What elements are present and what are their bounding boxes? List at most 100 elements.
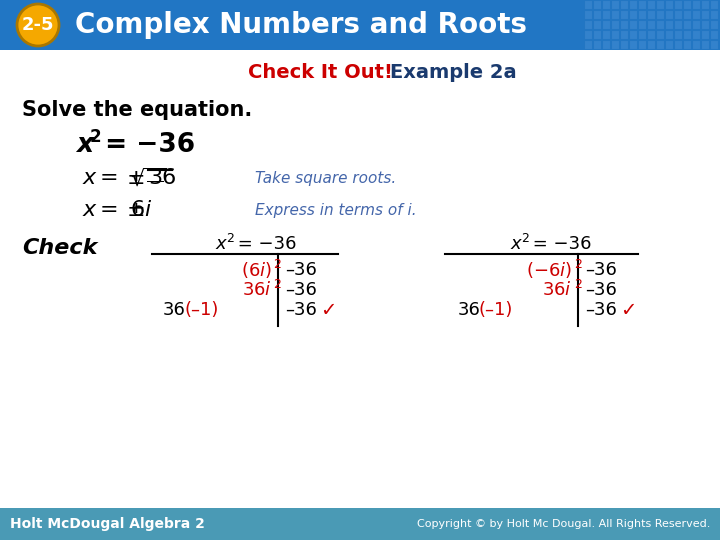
Text: 2: 2 (574, 258, 582, 271)
Bar (612, 1, 619, 9)
Text: Check It Out!: Check It Out! (248, 63, 393, 82)
Bar (711, 11, 718, 19)
Bar (603, 41, 610, 49)
Text: $\bfit{x}$: $\bfit{x}$ (75, 132, 96, 158)
Bar (621, 11, 628, 19)
Bar (693, 21, 700, 29)
Bar (585, 11, 592, 19)
Text: Take square roots.: Take square roots. (255, 171, 396, 186)
Bar (594, 31, 601, 39)
Bar (666, 41, 673, 49)
Text: = −36: = −36 (232, 235, 297, 253)
Circle shape (17, 4, 59, 46)
Bar (684, 1, 691, 9)
Bar (702, 1, 709, 9)
Bar (621, 21, 628, 29)
Bar (639, 41, 646, 49)
Text: Copyright © by Holt Mc Dougal. All Rights Reserved.: Copyright © by Holt Mc Dougal. All Right… (417, 519, 710, 529)
Bar (648, 31, 655, 39)
Bar (621, 1, 628, 9)
Text: (–1): (–1) (479, 301, 513, 319)
Bar (666, 21, 673, 29)
Bar (657, 11, 664, 19)
Bar (666, 31, 673, 39)
Bar (585, 41, 592, 49)
Bar (639, 1, 646, 9)
Bar (711, 31, 718, 39)
Text: $= \pm$: $= \pm$ (95, 200, 145, 220)
Bar (639, 31, 646, 39)
Bar (585, 21, 592, 29)
Text: 2: 2 (273, 258, 281, 271)
Bar (648, 41, 655, 49)
Text: $(6\mathit{i})$: $(6\mathit{i})$ (241, 260, 272, 280)
Bar (675, 31, 682, 39)
Text: Solve the equation.: Solve the equation. (22, 100, 252, 120)
Bar (675, 21, 682, 29)
Bar (657, 41, 664, 49)
Bar (648, 21, 655, 29)
Bar (666, 11, 673, 19)
Text: $36\mathit{i}$: $36\mathit{i}$ (542, 281, 572, 299)
Bar (594, 1, 601, 9)
Bar (684, 31, 691, 39)
Bar (630, 41, 637, 49)
Text: $\sqrt{\overline{\,\,\,\,}}$: $\sqrt{\overline{\,\,\,\,}}$ (130, 166, 166, 190)
Text: $\mathit{x}$: $\mathit{x}$ (82, 200, 98, 220)
Bar (648, 1, 655, 9)
Bar (675, 11, 682, 19)
Text: $\mathit{x}$: $\mathit{x}$ (510, 235, 523, 253)
Text: $6\mathit{i}$: $6\mathit{i}$ (130, 200, 152, 220)
Bar (594, 11, 601, 19)
Text: = −36: = −36 (527, 235, 592, 253)
Text: Express in terms of i.: Express in terms of i. (255, 202, 417, 218)
Text: ✓: ✓ (620, 300, 636, 320)
Bar (603, 21, 610, 29)
Bar (648, 11, 655, 19)
Bar (657, 21, 664, 29)
Bar (684, 11, 691, 19)
Text: –36: –36 (285, 281, 317, 299)
Text: $36\mathit{i}$: $36\mathit{i}$ (242, 281, 272, 299)
Text: 2: 2 (574, 278, 582, 291)
Bar (612, 21, 619, 29)
Bar (612, 31, 619, 39)
Bar (693, 31, 700, 39)
Bar (621, 31, 628, 39)
Bar (621, 41, 628, 49)
Bar (603, 1, 610, 9)
Text: 2: 2 (273, 278, 281, 291)
Text: 2: 2 (521, 232, 529, 245)
Text: 36: 36 (458, 301, 481, 319)
Bar (702, 21, 709, 29)
Bar (603, 31, 610, 39)
Bar (702, 11, 709, 19)
Bar (612, 41, 619, 49)
Bar (684, 41, 691, 49)
Text: $\mathit{x}$: $\mathit{x}$ (215, 235, 228, 253)
Text: –36: –36 (585, 281, 617, 299)
Text: –36: –36 (585, 261, 617, 279)
Bar (630, 21, 637, 29)
Bar (630, 31, 637, 39)
Bar (693, 1, 700, 9)
Bar (711, 41, 718, 49)
Bar (711, 21, 718, 29)
Bar (711, 1, 718, 9)
Bar (594, 41, 601, 49)
Bar (693, 11, 700, 19)
Text: $(-6\mathit{i})$: $(-6\mathit{i})$ (526, 260, 572, 280)
Text: –36: –36 (285, 301, 317, 319)
Text: –36: –36 (585, 301, 617, 319)
Text: 36: 36 (148, 168, 176, 188)
Bar (693, 41, 700, 49)
Bar (612, 11, 619, 19)
Bar (675, 1, 682, 9)
Bar (639, 11, 646, 19)
Text: (–1): (–1) (184, 301, 218, 319)
Bar (702, 31, 709, 39)
Text: Complex Numbers and Roots: Complex Numbers and Roots (75, 11, 527, 39)
Text: 2-5: 2-5 (22, 16, 54, 34)
Text: Holt McDougal Algebra 2: Holt McDougal Algebra 2 (10, 517, 205, 531)
Text: 36: 36 (163, 301, 186, 319)
